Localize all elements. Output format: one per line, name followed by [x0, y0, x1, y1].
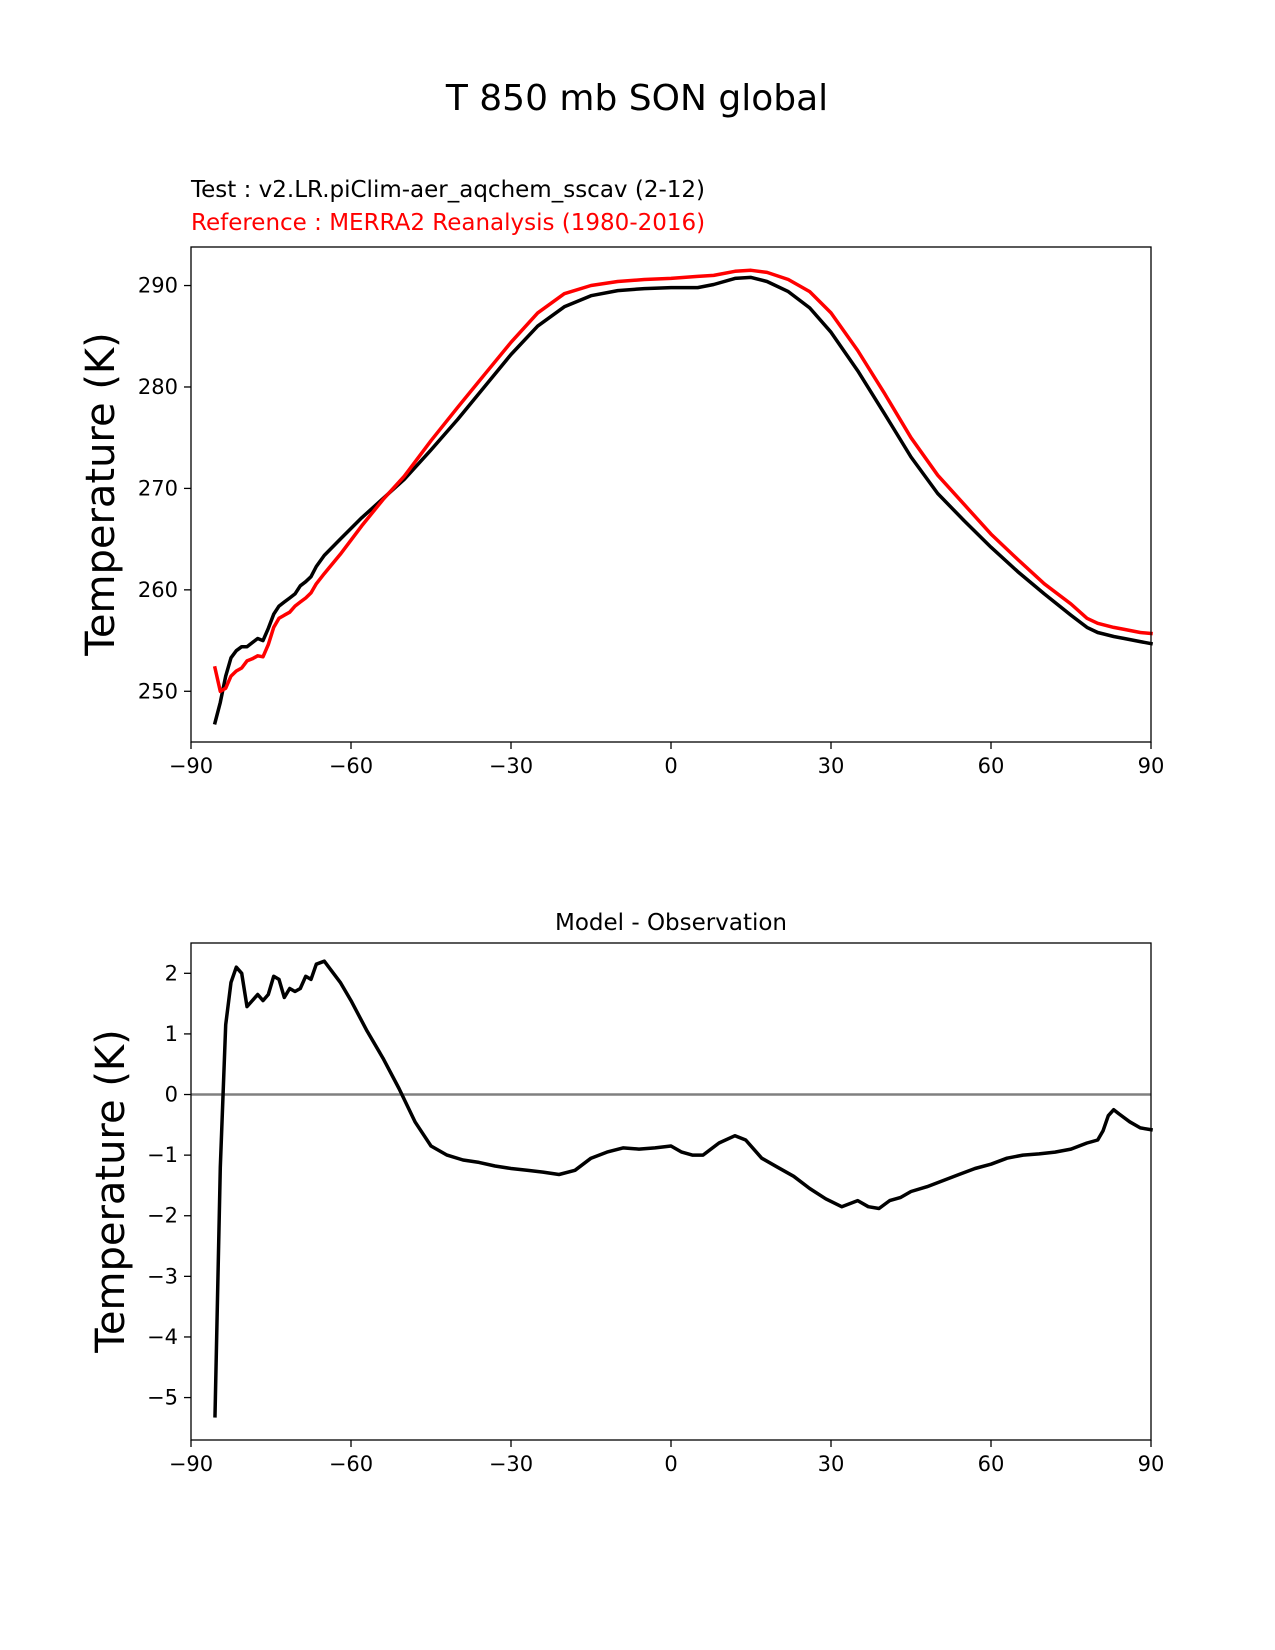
bottom-ytick-label: −5 — [147, 1386, 178, 1410]
top-reference-label: Reference : MERRA2 Reanalysis (1980-2016… — [191, 210, 705, 236]
top-xtick-label: 30 — [818, 754, 845, 778]
bottom-ylabel: Temperature (K) — [88, 1029, 134, 1354]
top-series-line-reference — [212, 268, 1153, 694]
bottom-ytick-label: −2 — [147, 1204, 178, 1228]
bottom-xtick-label: 60 — [978, 1452, 1005, 1476]
top-axes-frame — [190, 246, 1152, 743]
top-xtick-label: 90 — [1138, 754, 1165, 778]
top-ylabel: Temperature (K) — [78, 332, 124, 657]
top-ytick-label: 290 — [138, 274, 178, 298]
bottom-xtick-label: 0 — [664, 1452, 677, 1476]
top-test-label: Test : v2.LR.piClim-aer_aqchem_sscav (2-… — [190, 177, 705, 203]
figure-suptitle: T 850 mb SON global — [445, 78, 828, 119]
bottom-ytick-label: 2 — [165, 961, 178, 985]
bottom-xtick-label: −60 — [329, 1452, 373, 1476]
bottom-axis-ticks: −90 −60 −30 0 30 60 90 −5 −4 −3 −2 −1 0 1 2 — [147, 961, 1164, 1476]
bottom-panel: Model - Observation −90 −60 −30 0 30 60 90−5−4… — [88, 910, 1164, 1476]
bottom-xtick-label: 30 — [818, 1452, 845, 1476]
top-plot-lines — [212, 268, 1154, 725]
bottom-ytick-label: 0 — [165, 1083, 178, 1107]
top-axis-ticks: −90 −60 −30 0 30 60 90 250 260 270 280 290 — [138, 274, 1164, 778]
top-xtick-label: 0 — [664, 754, 677, 778]
top-xtick-label: 60 — [978, 754, 1005, 778]
bottom-xtick-label: −90 — [169, 1452, 213, 1476]
bottom-axes-frame — [190, 942, 1152, 1441]
top-ytick-label: 250 — [138, 679, 178, 703]
top-xtick-label: −60 — [329, 754, 373, 778]
bottom-plot-lines — [213, 959, 1154, 1418]
bottom-ytick-label: 1 — [165, 1022, 178, 1046]
top-ytick-label: 270 — [138, 476, 178, 500]
bottom-ytick-label: −1 — [147, 1143, 178, 1167]
top-xtick-label: −30 — [489, 754, 533, 778]
bottom-xtick-label: −30 — [489, 1452, 533, 1476]
top-series-line-test — [212, 275, 1154, 725]
top-ytick-label: 280 — [138, 375, 178, 399]
bottom-ytick-label: −3 — [147, 1264, 178, 1288]
top-xtick-label: −90 — [169, 754, 213, 778]
top-panel: Test : v2.LR.piClim-aer_aqchem_sscav (2-… — [78, 177, 1164, 778]
bottom-xtick-label: 90 — [1138, 1452, 1165, 1476]
top-ytick-label: 260 — [138, 578, 178, 602]
bottom-series-line-test — [213, 959, 1154, 1418]
bottom-title: Model - Observation — [555, 910, 787, 936]
bottom-ytick-label: −4 — [147, 1325, 178, 1349]
